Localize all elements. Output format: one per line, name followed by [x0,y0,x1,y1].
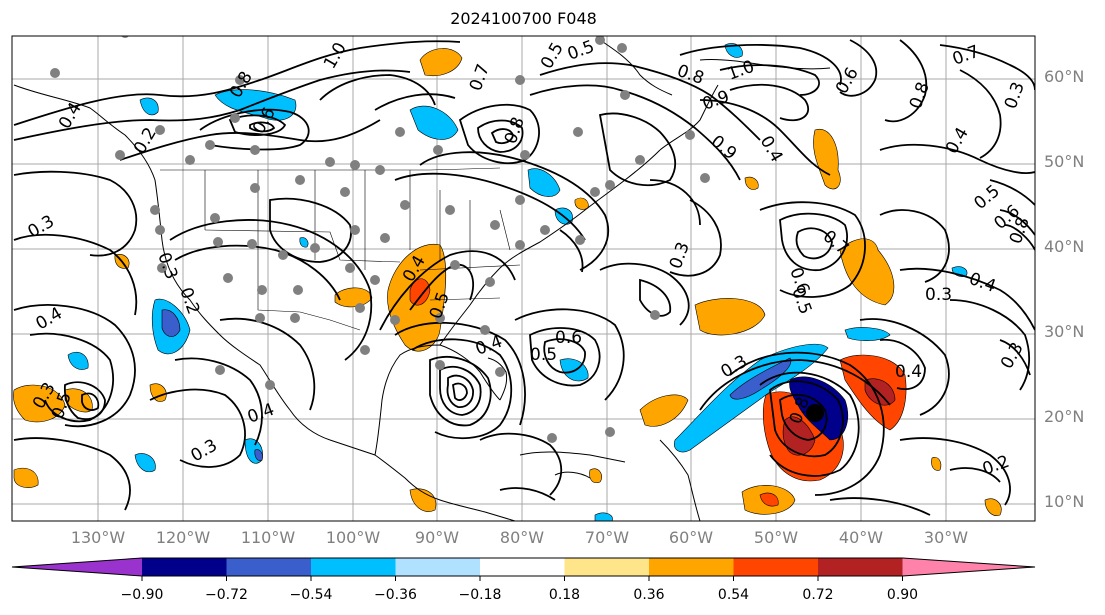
colorbar-tick-label: −0.90 [120,587,164,603]
colorbar-tick-label: −0.18 [458,587,502,603]
state-borders [160,167,521,331]
positive-anomaly-shading [13,48,1002,516]
colorbar-tick-label: −0.54 [289,587,333,603]
colorbar-tick-label: 0.36 [633,587,665,603]
lon-label: 70°W [584,528,630,547]
contour-label: 0.3 [925,285,952,305]
lon-label: 40°W [838,528,884,547]
contour-lines [13,39,1035,516]
colorbar-segment [311,558,396,576]
lon-label: 130°W [70,528,126,547]
colorbar-segment [12,558,142,576]
colorbar-tick-label: 0.72 [802,587,834,603]
lon-label: 90°W [414,528,460,547]
colorbar-segment [395,558,480,576]
lon-label: 100°W [325,528,381,547]
lon-label: 30°W [923,528,969,547]
map-area [12,36,1035,521]
colorbar-tick-label: −0.72 [205,587,248,603]
lon-label: 80°W [499,528,545,547]
colorbar-segment [818,558,903,576]
contour-label: 0.4 [895,362,922,382]
map-title: 2024100700 F048 [450,9,597,28]
colorbar-segment [902,558,1035,576]
colorbar-tick-label: 0.90 [886,587,919,603]
colorbar-tick-label: 0.54 [717,587,750,603]
storm-center-marker [806,404,824,422]
map-frame [11,35,1036,522]
lon-label: 60°W [668,528,714,547]
lat-label: 60°N [1044,67,1085,86]
colorbar-segment [480,558,565,576]
colorbar-segment [649,558,734,576]
colorbar-segment [733,558,818,576]
colorbar-tick-label: −0.36 [374,587,417,603]
colorbar-segment [226,558,311,576]
lat-label: 10°N [1044,492,1085,511]
colorbar [11,557,1036,581]
colorbar-segment [142,558,227,576]
observation-points [50,36,710,443]
lat-label: 30°N [1044,322,1085,341]
lon-label: 50°W [753,528,799,547]
lon-label: 120°W [155,528,211,547]
lat-label: 20°N [1044,407,1085,426]
colorbar-segment [564,558,649,576]
lat-label: 50°N [1044,152,1085,171]
lon-label: 110°W [240,528,296,547]
lat-label: 40°N [1044,237,1085,256]
contour-label: 0.5 [530,345,557,365]
colorbar-ticks [141,576,903,581]
colorbar-tick-label: 0.18 [548,587,581,603]
contour-label: 0.6 [555,328,582,348]
